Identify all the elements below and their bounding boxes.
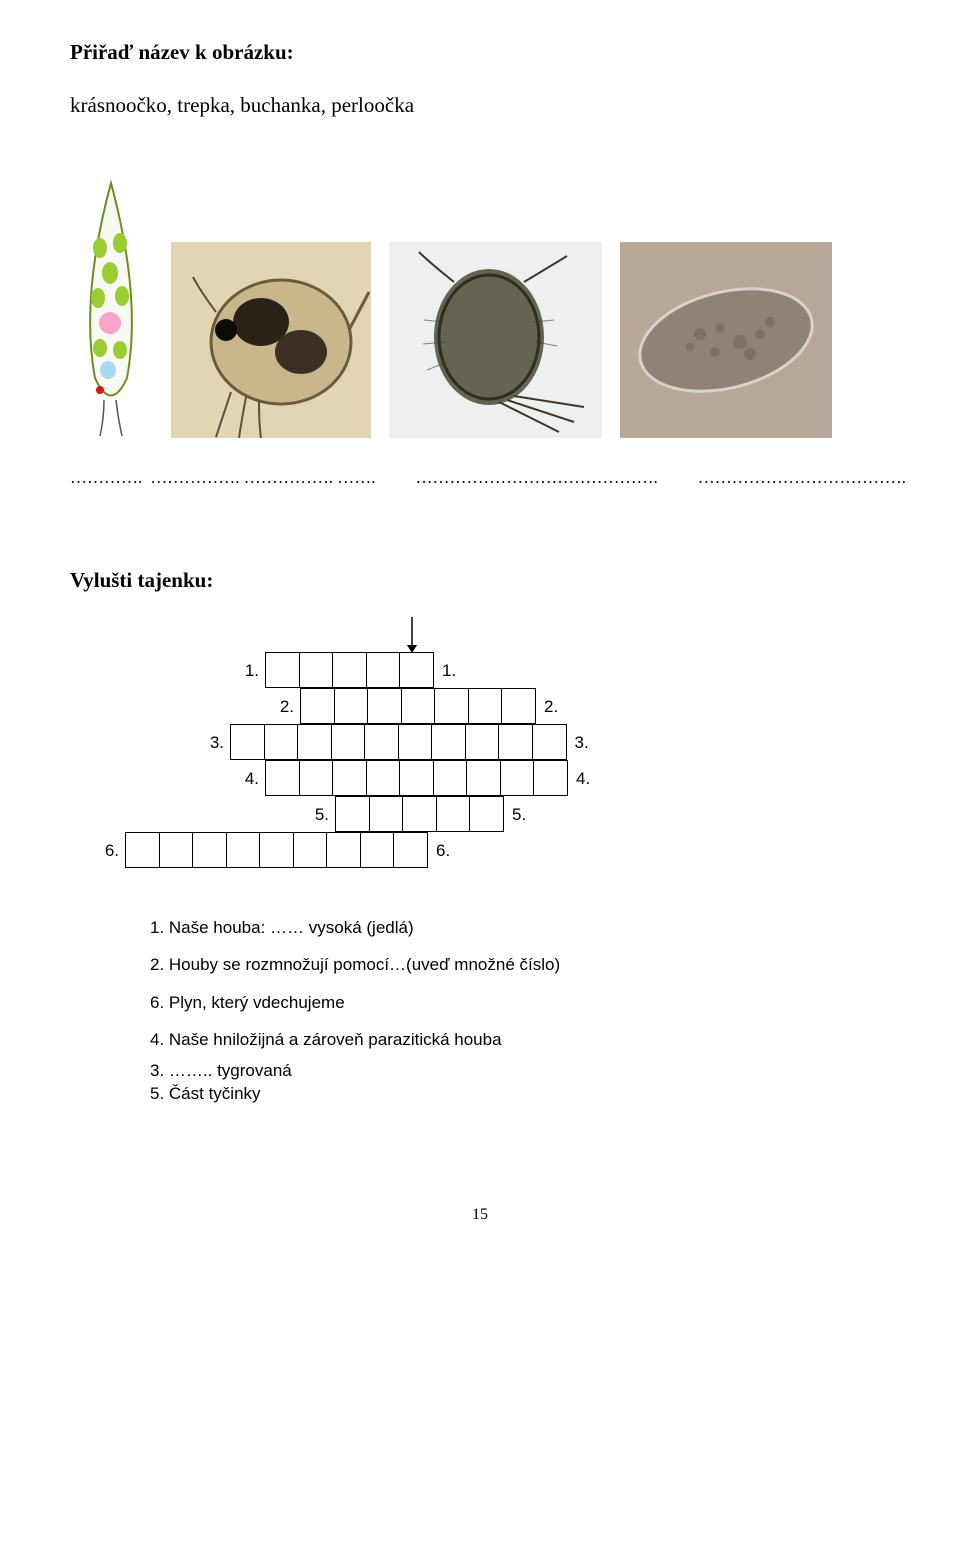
clue-3: 3. …….. tygrovaná: [150, 1059, 890, 1083]
crossword-cell[interactable]: [500, 760, 535, 796]
crossword-cell[interactable]: [335, 796, 370, 832]
crossword-cell[interactable]: [366, 760, 401, 796]
clues: 1. Naše houba: …… vysoká (jedlá) 2. Houb…: [150, 909, 890, 1106]
crossword-cell[interactable]: [369, 796, 404, 832]
crossword-cell[interactable]: [364, 724, 399, 760]
crossword-cell[interactable]: [299, 652, 334, 688]
crossword-cell[interactable]: [393, 832, 428, 868]
task2-heading: Vylušti tajenku:: [70, 568, 890, 593]
crossword: 1. 1. 2. 2. 3. 3. 4. 4. 5. 5. 6. 6.: [90, 653, 890, 869]
crossword-row: 1. 1.: [90, 653, 890, 689]
clue-6: 6. Plyn, který vdechujeme: [150, 984, 890, 1021]
crossword-cell[interactable]: [265, 652, 300, 688]
row-number-left: 5.: [90, 805, 335, 825]
clue-4: 4. Naše hniložijná a zároveň parazitická…: [150, 1021, 890, 1058]
organism-illustration-1: [70, 178, 153, 438]
crossword-cell[interactable]: [436, 796, 471, 832]
crossword-cell[interactable]: [326, 832, 361, 868]
crossword-cell[interactable]: [532, 724, 567, 760]
crossword-cell[interactable]: [398, 724, 433, 760]
crossword-cell[interactable]: [226, 832, 261, 868]
row-number-right: 6.: [428, 841, 468, 861]
crossword-cell[interactable]: [159, 832, 194, 868]
row-number-left: 1.: [90, 661, 265, 681]
crossword-row: 3. 3.: [90, 725, 890, 761]
arrow-down-icon: [405, 617, 419, 653]
crossword-cell[interactable]: [297, 724, 332, 760]
task1-heading: Přiřaď název k obrázku:: [70, 40, 890, 65]
row-number-right: 2.: [536, 697, 576, 717]
images-row: [70, 178, 890, 438]
crossword-cell[interactable]: [469, 796, 504, 832]
dots-1: ………….: [70, 468, 142, 488]
dots-4: ……………………………….: [698, 468, 906, 488]
row-number-left: 4.: [90, 769, 265, 789]
row-number-right: 3.: [567, 733, 607, 753]
crossword-cell[interactable]: [465, 724, 500, 760]
crossword-cell[interactable]: [466, 760, 501, 796]
crossword-row: 6. 6.: [90, 833, 890, 869]
crossword-cell[interactable]: [293, 832, 328, 868]
row-number-right: 4.: [568, 769, 608, 789]
crossword-row: 5. 5.: [90, 797, 890, 833]
organism-micrograph-4: [620, 242, 832, 438]
row-number-right: 1.: [434, 661, 474, 681]
dots-2: ……………. ……………. …….: [150, 468, 375, 488]
task1-names: krásnoočko, trepka, buchanka, perloočka: [70, 93, 890, 118]
crossword-cell[interactable]: [332, 760, 367, 796]
crossword-cell[interactable]: [433, 760, 468, 796]
crossword-cell[interactable]: [265, 760, 300, 796]
crossword-cell[interactable]: [230, 724, 265, 760]
page-number: 15: [70, 1206, 890, 1224]
crossword-cell[interactable]: [332, 652, 367, 688]
crossword-row: 4. 4.: [90, 761, 890, 797]
clue-2: 2. Houby se rozmnožují pomocí…(uveď množ…: [150, 946, 890, 983]
crossword-cell[interactable]: [434, 688, 469, 724]
clue-1: 1. Naše houba: …… vysoká (jedlá): [150, 909, 890, 946]
dots-3: …………………………………….: [416, 468, 658, 488]
crossword-cell[interactable]: [399, 652, 434, 688]
crossword-cell[interactable]: [468, 688, 503, 724]
answer-lines: …………. ……………. ……………. ……. ……………………………………. …: [70, 468, 890, 488]
crossword-cell[interactable]: [431, 724, 466, 760]
crossword-cell[interactable]: [367, 688, 402, 724]
organism-micrograph-2: [171, 242, 371, 438]
clue-5: 5. Část tyčinky: [150, 1082, 890, 1106]
row-number-left: 6.: [90, 841, 125, 861]
crossword-cell[interactable]: [533, 760, 568, 796]
organism-micrograph-3: [389, 242, 602, 438]
row-number-left: 2.: [90, 697, 300, 717]
crossword-cell[interactable]: [300, 688, 335, 724]
crossword-cell[interactable]: [264, 724, 299, 760]
crossword-cell[interactable]: [399, 760, 434, 796]
crossword-cell[interactable]: [259, 832, 294, 868]
crossword-cell[interactable]: [125, 832, 160, 868]
crossword-cell[interactable]: [331, 724, 366, 760]
crossword-cell[interactable]: [360, 832, 395, 868]
row-number-left: 3.: [90, 733, 230, 753]
row-number-right: 5.: [504, 805, 544, 825]
crossword-cell[interactable]: [498, 724, 533, 760]
crossword-cell[interactable]: [501, 688, 536, 724]
crossword-cell[interactable]: [401, 688, 436, 724]
crossword-row: 2. 2.: [90, 689, 890, 725]
crossword-cell[interactable]: [299, 760, 334, 796]
crossword-cell[interactable]: [334, 688, 369, 724]
crossword-cell[interactable]: [366, 652, 401, 688]
crossword-cell[interactable]: [192, 832, 227, 868]
crossword-cell[interactable]: [402, 796, 437, 832]
